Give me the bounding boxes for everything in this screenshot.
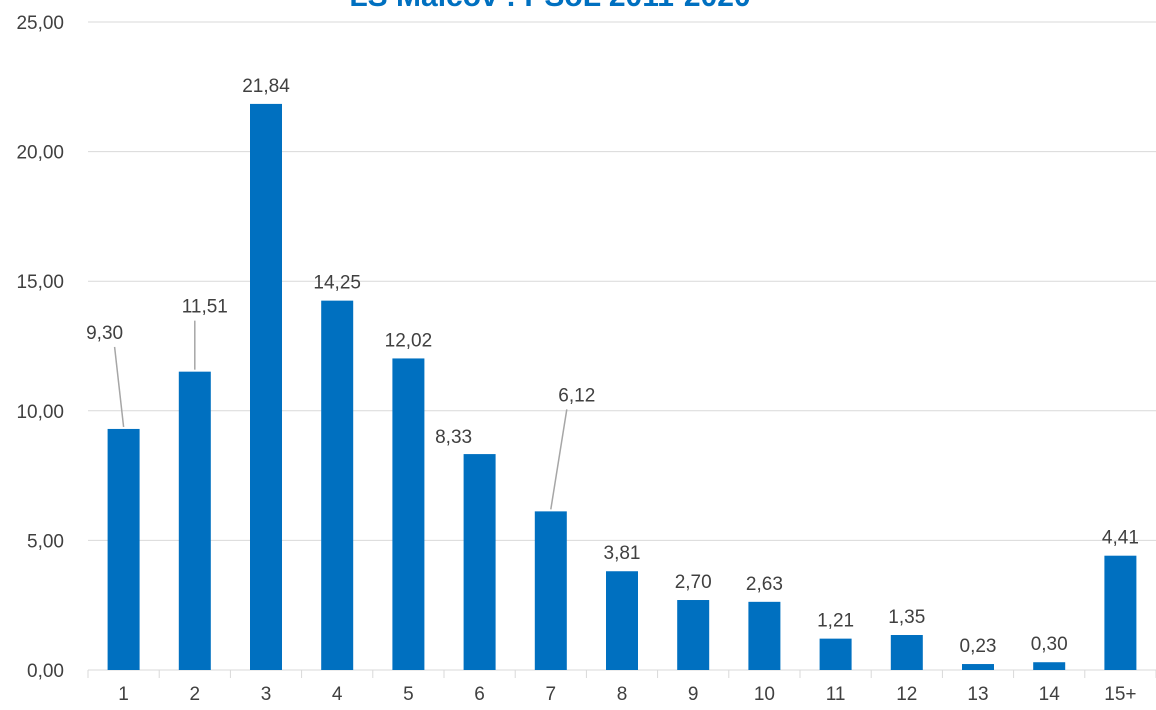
leader-lines <box>113 320 568 510</box>
x-tick-label: 7 <box>546 684 557 705</box>
chart-title: LS Malčov : PSoL 2011-2020 <box>349 0 750 13</box>
y-tick-label: 5,00 <box>27 531 64 552</box>
bar <box>178 371 211 670</box>
x-tick-label: 6 <box>474 684 485 705</box>
y-tick-label: 15,00 <box>16 272 64 293</box>
leader-line <box>113 346 125 428</box>
gridlines <box>88 21 1156 541</box>
bar <box>606 571 638 670</box>
y-tick-label: 10,00 <box>16 402 64 423</box>
x-tick-label: 3 <box>261 684 272 705</box>
data-label: 11,51 <box>182 297 228 318</box>
data-label: 21,84 <box>242 76 290 97</box>
x-tick-label: 1 <box>118 684 129 705</box>
bar <box>107 428 140 670</box>
x-tick-label: 13 <box>967 684 988 705</box>
bar <box>819 638 852 670</box>
bar <box>534 511 567 670</box>
bar <box>677 600 710 670</box>
data-label: 0,30 <box>1031 634 1068 655</box>
bar <box>250 103 282 670</box>
data-label: 1,35 <box>888 607 925 628</box>
data-label: 6,12 <box>558 385 595 406</box>
data-label: 2,63 <box>746 574 783 595</box>
data-label: 1,21 <box>817 611 854 632</box>
data-label: 14,25 <box>313 273 361 294</box>
x-tick-label: 15+ <box>1104 684 1136 705</box>
y-tick-label: 20,00 <box>16 143 64 164</box>
x-tick-label: 10 <box>754 684 775 705</box>
y-tick-label: 0,00 <box>27 661 64 682</box>
x-tick-label: 11 <box>826 684 846 705</box>
data-label: 0,23 <box>960 636 997 657</box>
data-label: 8,33 <box>435 427 472 448</box>
bar <box>962 664 994 670</box>
x-tick-label: 12 <box>896 684 917 705</box>
bar <box>1104 555 1137 670</box>
x-tick-label: 2 <box>190 684 201 705</box>
bar <box>321 300 354 670</box>
bar <box>890 635 923 670</box>
data-label: 2,70 <box>675 572 712 593</box>
x-tick-label: 4 <box>332 684 343 705</box>
data-label: 4,41 <box>1102 528 1139 549</box>
x-tick-label: 9 <box>688 684 699 705</box>
data-label: 12,02 <box>385 330 433 351</box>
leader-line <box>550 409 568 510</box>
x-tick-label: 8 <box>617 684 628 705</box>
x-tick-label: 5 <box>403 684 414 705</box>
bar <box>1033 662 1066 670</box>
data-labels: 9,30 11,51 21,84 14,25 12,02 8,33 6,12 3,81 2,70… <box>86 76 1139 657</box>
x-axis: 1 2 3 4 5 6 7 8 9 10 11 12 13 14 15+ <box>87 669 1156 705</box>
bars <box>107 103 1137 670</box>
bar <box>748 601 781 670</box>
y-axis: 0,00 5,00 10,00 15,00 20,00 25,00 <box>16 13 64 682</box>
bar <box>463 454 496 670</box>
bar <box>392 358 425 670</box>
data-label: 9,30 <box>86 323 123 344</box>
data-label: 3,81 <box>604 543 641 564</box>
x-tick-label: 14 <box>1039 684 1061 705</box>
y-tick-label: 25,00 <box>16 13 64 34</box>
